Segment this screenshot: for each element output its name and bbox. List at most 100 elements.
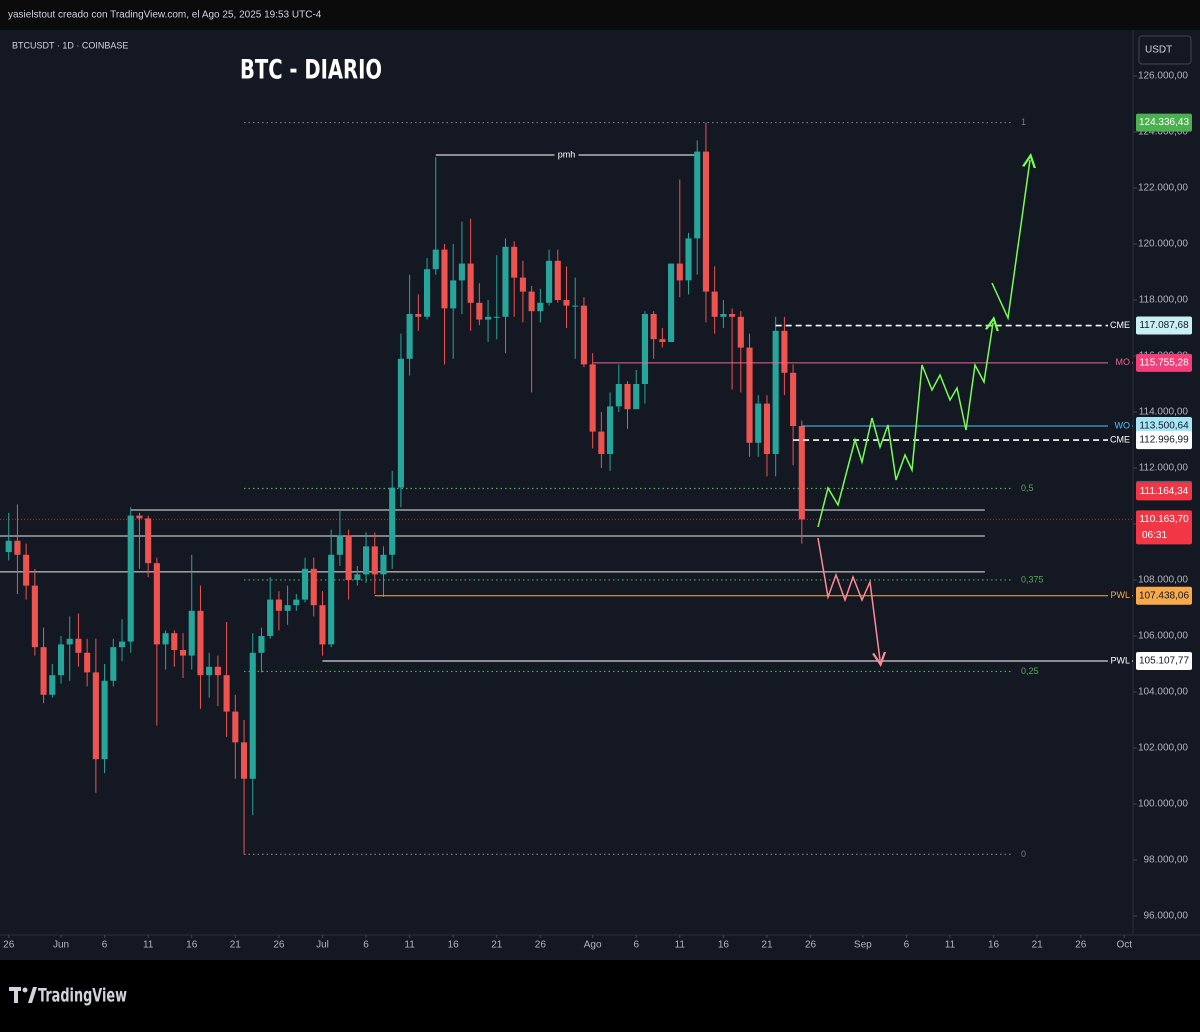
candle-body: [197, 610, 204, 676]
x-tick-label: 26: [1075, 940, 1087, 951]
candle-body: [546, 260, 553, 303]
price-box: [1136, 482, 1192, 501]
candle-body: [554, 260, 561, 300]
level-price: 112.996,99: [1139, 435, 1189, 446]
x-tick-label: 21: [1032, 940, 1044, 951]
x-tick-label: 26: [3, 940, 15, 951]
x-tick-label: Sep: [854, 940, 872, 951]
candle-body: [589, 364, 596, 432]
candle-body: [49, 675, 56, 695]
fib-label: 0,5: [1021, 483, 1034, 493]
candle-body: [424, 269, 431, 317]
candle-body: [84, 652, 91, 673]
candle-body: [162, 633, 169, 645]
candle-body: [214, 666, 221, 676]
candle-body: [319, 605, 326, 645]
level-name: WO: [1115, 420, 1131, 430]
candle-body: [729, 313, 736, 317]
level-price-box: [1136, 416, 1192, 435]
candle-body: [267, 599, 274, 636]
candle-body: [92, 672, 99, 760]
level-name-bg: [1108, 319, 1132, 332]
x-tick-label: 16: [186, 940, 198, 951]
chart-title: BTC - DIARIO: [240, 55, 382, 86]
candle-body: [389, 487, 396, 555]
x-tick-label: 26: [535, 940, 547, 951]
candle-body: [458, 263, 465, 281]
candle-body: [580, 305, 587, 365]
x-tick-label: 11: [945, 940, 956, 951]
currency[interactable]: USDT: [1145, 45, 1172, 56]
candle-body: [763, 403, 771, 454]
candle-body: [232, 711, 239, 743]
x-tick-label: Ago: [584, 940, 602, 951]
candle-body: [415, 313, 422, 317]
candle-body: [720, 313, 727, 317]
bullish-projection: [991, 160, 1030, 321]
candle-body: [14, 540, 21, 555]
y-tick-label: 108.000,00: [1138, 575, 1188, 586]
y-tick-label: 118.000,00: [1139, 295, 1189, 306]
candle-body: [136, 515, 143, 519]
candle-body: [528, 291, 535, 312]
candle-body: [659, 339, 666, 342]
level-name: PWL: [1110, 655, 1130, 665]
candle-body: [519, 277, 526, 292]
x-tick-label: 26: [805, 940, 817, 951]
candle-body: [145, 518, 152, 564]
plot: 1 0,5 0,375 0,25 0 pmh: [0, 117, 1133, 859]
candle-body: [694, 151, 701, 239]
candle-body: [362, 546, 370, 575]
candle-body: [493, 316, 500, 318]
level-name-bg: [1108, 654, 1132, 667]
candle-body: [624, 383, 631, 410]
candle-body: [110, 647, 117, 681]
currency-button[interactable]: [1138, 35, 1192, 65]
candle-body: [615, 383, 622, 407]
x-tick-label: 21: [491, 940, 503, 951]
candle-body: [702, 151, 709, 292]
bearish-projection: [817, 537, 880, 660]
candle-body: [310, 568, 317, 606]
candle-body: [476, 302, 483, 320]
candle-body: [406, 313, 413, 359]
y-tick-label: 122.000,00: [1138, 183, 1188, 194]
x-tick-label: 6: [633, 940, 639, 951]
x-tick-label: 6: [904, 940, 910, 951]
candle-body: [336, 535, 343, 555]
y-tick-label: 98.000,00: [1144, 855, 1189, 866]
y-tick-label: 100.000,00: [1138, 799, 1188, 810]
candle-body: [57, 644, 65, 676]
level-price-box: [1136, 316, 1192, 335]
candle-body: [485, 316, 492, 320]
level-price-box: [1136, 651, 1192, 670]
candle-body: [179, 649, 187, 656]
chart-panel: [0, 30, 1200, 960]
candle-body: [746, 347, 753, 443]
level-name-bg: [1108, 434, 1132, 447]
price-box: [1136, 113, 1192, 132]
fib-label: 0: [1021, 849, 1026, 859]
candle-body: [467, 263, 474, 303]
y-tick-label: 96.000,00: [1144, 911, 1189, 922]
candle-body: [537, 302, 544, 312]
brand: TradingView: [38, 985, 127, 1007]
pmh-label: pmh: [558, 149, 576, 159]
candle-body: [441, 249, 448, 309]
x-tick-label: Oct: [1117, 940, 1133, 951]
candle-body: [711, 291, 718, 317]
level-price: 115.755,28: [1139, 357, 1189, 368]
level-price: 113.500,64: [1139, 421, 1189, 432]
candle-body: [31, 585, 38, 648]
candle-body: [258, 635, 265, 653]
level-price-box: [1136, 353, 1192, 372]
top-bar: [0, 0, 1200, 30]
candle-body: [511, 246, 518, 278]
y-tick-label: 114.000,00: [1139, 407, 1189, 418]
candle-body: [633, 383, 640, 410]
x-tick-label: 11: [143, 940, 154, 951]
price-box-label: 111.164,34: [1140, 486, 1189, 497]
candle-body: [790, 372, 797, 426]
level-name: PWL: [1110, 590, 1130, 600]
